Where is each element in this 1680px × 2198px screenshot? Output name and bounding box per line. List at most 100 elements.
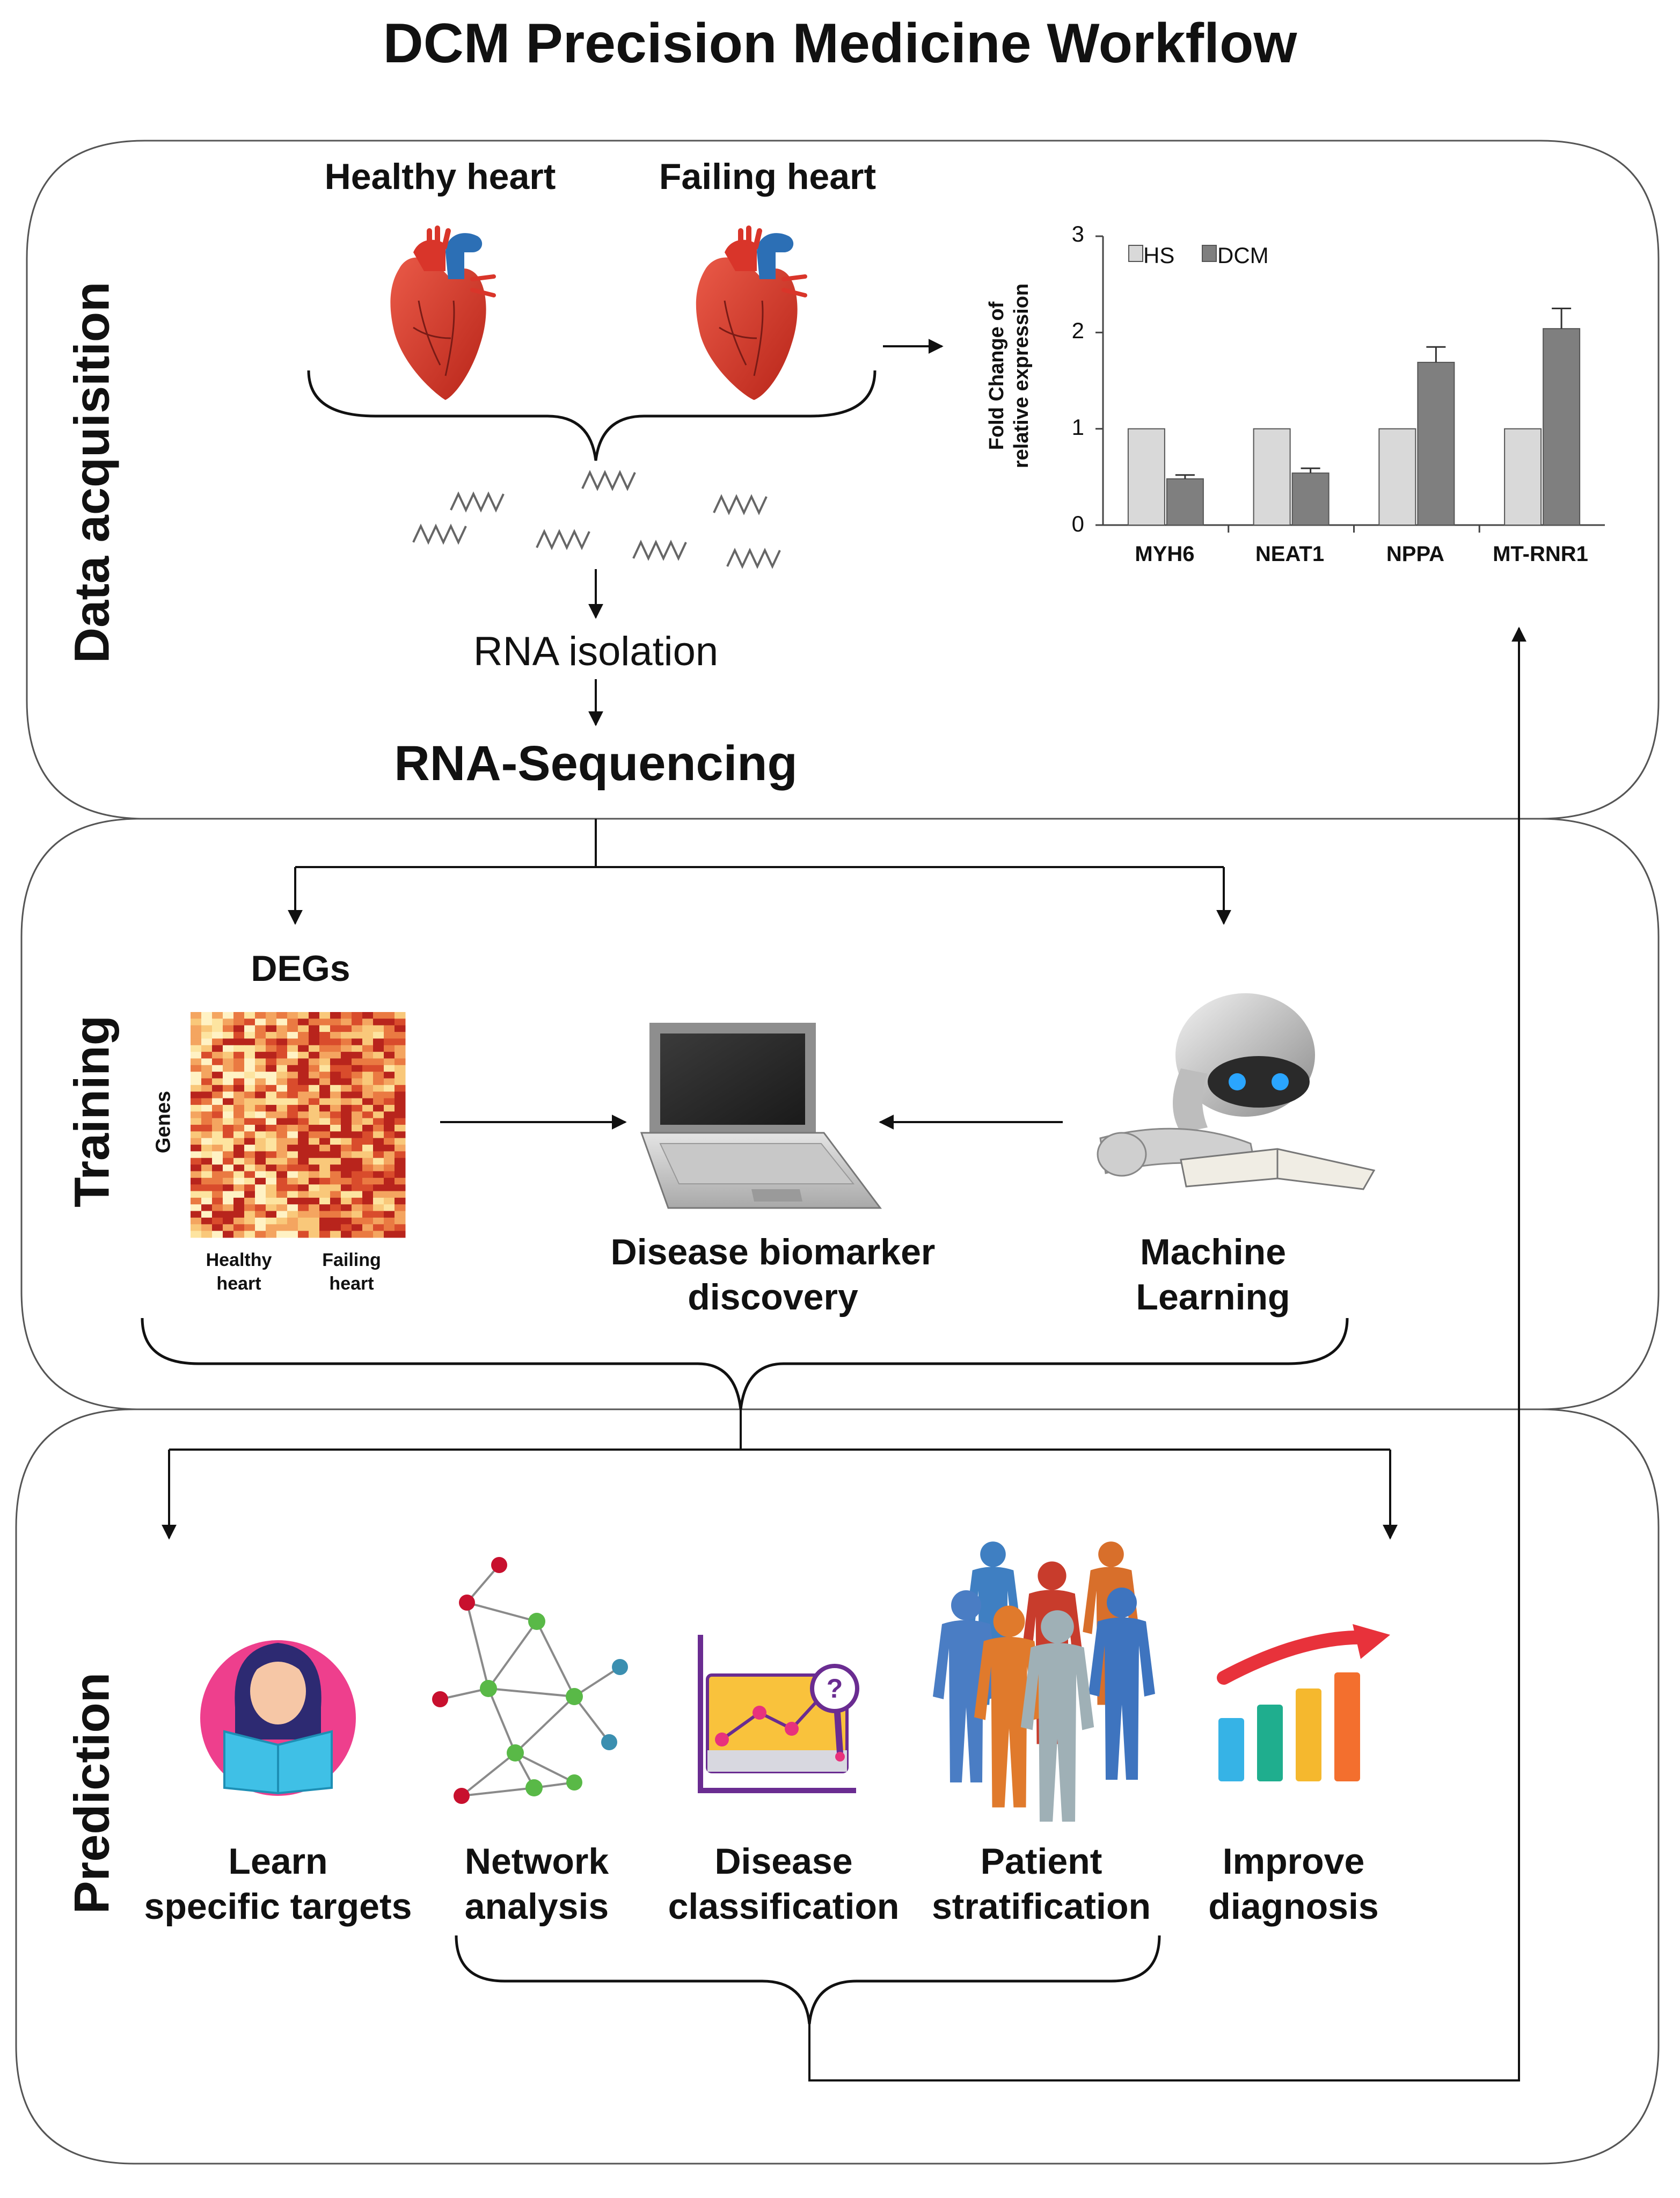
heatmap-cell xyxy=(352,1231,363,1238)
ml-line1: Machine xyxy=(1140,1232,1287,1272)
heatmap-cell xyxy=(384,1072,395,1079)
y-tick-0: 0 xyxy=(1071,511,1084,536)
caption-network-line2: analysis xyxy=(464,1886,609,1927)
heatmap-cell xyxy=(341,1204,352,1212)
heatmap-cell xyxy=(395,1045,406,1052)
heatmap-cell xyxy=(395,1197,406,1205)
heatmap-cell xyxy=(223,1164,234,1171)
heatmap-cell xyxy=(319,1058,331,1066)
heatmap-cell xyxy=(212,1078,223,1086)
heatmap-cell xyxy=(384,1197,395,1205)
heatmap-cell xyxy=(373,1018,384,1026)
heatmap-cell xyxy=(298,1058,309,1066)
heatmap-cell xyxy=(384,1231,395,1238)
heatmap-cell xyxy=(287,1038,298,1046)
heatmap-cell xyxy=(298,1224,309,1232)
heatmap-cell xyxy=(373,1052,384,1059)
heatmap-cell xyxy=(341,1091,352,1099)
heatmap-cell xyxy=(373,1072,384,1079)
heatmap-cell xyxy=(395,1151,406,1159)
heatmap-cell xyxy=(309,1038,320,1046)
heatmap-cell xyxy=(341,1058,352,1066)
bar-hs-nppa xyxy=(1378,428,1416,526)
heatmap-cell xyxy=(266,1191,277,1198)
heatmap-cell xyxy=(298,1012,309,1019)
heatmap-cell xyxy=(276,1098,288,1105)
heatmap-cell xyxy=(395,1025,406,1032)
heatmap-cell xyxy=(330,1138,341,1145)
heatmap-cell xyxy=(287,1058,298,1066)
heatmap-cell xyxy=(362,1131,374,1139)
heatmap-cell xyxy=(362,1231,374,1238)
heatmap-cell xyxy=(319,1018,331,1026)
heatmap-cell xyxy=(341,1177,352,1185)
heatmap-cell xyxy=(276,1217,288,1225)
heatmap-cell xyxy=(255,1032,266,1039)
heatmap-cell xyxy=(384,1138,395,1145)
heatmap-cell xyxy=(244,1018,255,1026)
heatmap-cell xyxy=(309,1164,320,1171)
caption-learn-line1: Learn xyxy=(228,1841,328,1882)
heatmap-cell xyxy=(384,1191,395,1198)
biomarker-line1: Disease biomarker xyxy=(610,1232,936,1272)
heatmap-cell xyxy=(298,1145,309,1152)
heatmap-cell xyxy=(233,1125,245,1132)
heatmap-cell xyxy=(266,1197,277,1205)
heatmap-cell xyxy=(255,1177,266,1185)
bar-hs-mt-rnr1 xyxy=(1504,428,1542,526)
heatmap-cell xyxy=(255,1078,266,1086)
heatmap-cell xyxy=(201,1151,213,1159)
heatmap-cell xyxy=(255,1211,266,1218)
heatmap-cell xyxy=(244,1032,255,1039)
heatmap-cell xyxy=(266,1025,277,1032)
heatmap-cell xyxy=(287,1052,298,1059)
heatmap-cell xyxy=(191,1224,202,1232)
heatmap-cell xyxy=(244,1231,255,1238)
heatmap-cell xyxy=(298,1098,309,1105)
heatmap-cell xyxy=(287,1111,298,1119)
heatmap-cell xyxy=(233,1045,245,1052)
heatmap-cell xyxy=(233,1058,245,1066)
heatmap-cell xyxy=(362,1032,374,1039)
heatmap-cell xyxy=(395,1177,406,1185)
heatmap-cell xyxy=(384,1118,395,1125)
heatmap-cell xyxy=(330,1065,341,1072)
heatmap-cell xyxy=(276,1058,288,1066)
heatmap-cell xyxy=(362,1217,374,1225)
heatmap-cell xyxy=(255,1158,266,1165)
heatmap-cell xyxy=(341,1018,352,1026)
heatmap-cell xyxy=(276,1091,288,1099)
heatmap-cell xyxy=(319,1085,331,1092)
heatmap-cell xyxy=(223,1025,234,1032)
heatmap-cell xyxy=(276,1078,288,1086)
heatmap-cell xyxy=(223,1098,234,1105)
heatmap-cell xyxy=(362,1197,374,1205)
heatmap-cell xyxy=(276,1145,288,1152)
legend-hs-label: HS xyxy=(1143,243,1175,268)
heatmap-cell xyxy=(384,1085,395,1092)
heatmap-cell xyxy=(395,1032,406,1039)
heatmap-cell xyxy=(201,1058,213,1066)
heatmap-cell xyxy=(362,1164,374,1171)
heatmap-cell xyxy=(276,1065,288,1072)
heatmap-cell xyxy=(341,1197,352,1205)
heatmap-cell xyxy=(276,1131,288,1139)
heatmap-cell xyxy=(255,1164,266,1171)
heatmap-cell xyxy=(276,1231,288,1238)
heatmap-cell xyxy=(212,1111,223,1119)
heatmap-cell xyxy=(309,1211,320,1218)
heatmap-cell xyxy=(223,1038,234,1046)
heatmap-cell xyxy=(266,1045,277,1052)
heatmap-cell xyxy=(266,1058,277,1066)
heatmap-cell xyxy=(309,1052,320,1059)
heatmap-cell xyxy=(191,1032,202,1039)
heatmap-cell xyxy=(395,1091,406,1099)
heatmap-cell xyxy=(395,1217,406,1225)
heatmap-cell xyxy=(266,1065,277,1072)
heatmap-cell xyxy=(373,1012,384,1019)
heatmap-cell xyxy=(319,1131,331,1139)
chart-y-label-line1: Fold Change of xyxy=(985,301,1008,450)
legend-dcm-swatch xyxy=(1202,245,1217,262)
heatmap-cell xyxy=(191,1177,202,1185)
heatmap-cell xyxy=(287,1131,298,1139)
